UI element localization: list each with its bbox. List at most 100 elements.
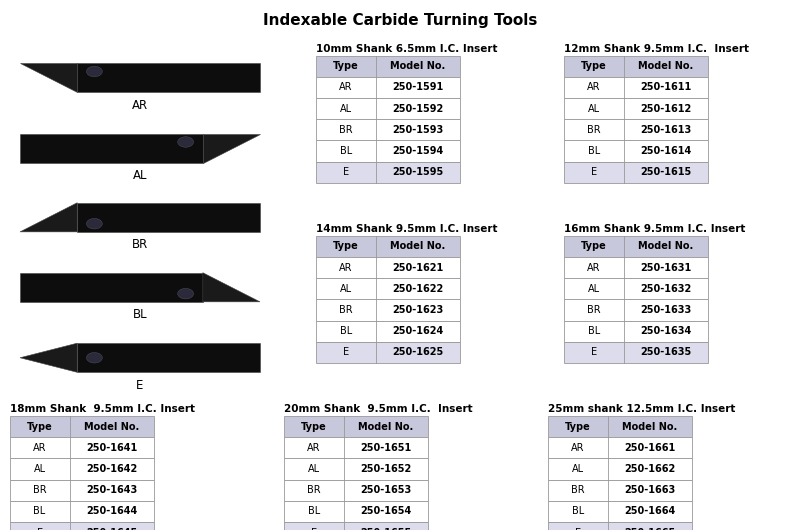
Bar bbox=[10, 501, 154, 522]
Polygon shape bbox=[20, 343, 77, 372]
Text: 250-1665: 250-1665 bbox=[624, 528, 676, 530]
Text: 250-1614: 250-1614 bbox=[640, 146, 692, 156]
Text: BR: BR bbox=[33, 485, 46, 495]
Text: 250-1625: 250-1625 bbox=[392, 348, 444, 357]
Bar bbox=[316, 278, 460, 299]
Bar bbox=[284, 480, 428, 501]
Text: AL: AL bbox=[340, 284, 352, 294]
Text: AR: AR bbox=[339, 83, 353, 92]
Bar bbox=[20, 134, 202, 163]
Text: Model No.: Model No. bbox=[622, 422, 678, 431]
Bar bbox=[548, 480, 692, 501]
Text: Type: Type bbox=[565, 422, 591, 431]
Bar bbox=[564, 162, 708, 183]
Bar bbox=[10, 437, 154, 458]
Bar bbox=[564, 299, 708, 321]
Bar bbox=[316, 56, 460, 77]
Text: 250-1653: 250-1653 bbox=[360, 485, 412, 495]
Text: 250-1593: 250-1593 bbox=[392, 125, 444, 135]
Bar bbox=[284, 522, 428, 530]
Text: AL: AL bbox=[34, 464, 46, 474]
Text: 250-1612: 250-1612 bbox=[640, 104, 692, 113]
Text: AR: AR bbox=[307, 443, 321, 453]
Text: 250-1651: 250-1651 bbox=[360, 443, 412, 453]
Text: 14mm Shank 9.5mm I.C. Insert: 14mm Shank 9.5mm I.C. Insert bbox=[316, 224, 498, 234]
Polygon shape bbox=[202, 272, 260, 302]
Text: 25mm shank 12.5mm I.C. Insert: 25mm shank 12.5mm I.C. Insert bbox=[548, 404, 735, 414]
Text: BR: BR bbox=[339, 125, 353, 135]
Bar bbox=[564, 56, 708, 77]
Text: E: E bbox=[591, 167, 597, 177]
Text: AL: AL bbox=[133, 170, 147, 182]
Text: Type: Type bbox=[333, 242, 359, 251]
Text: 18mm Shank  9.5mm I.C. Insert: 18mm Shank 9.5mm I.C. Insert bbox=[10, 404, 194, 414]
Text: 250-1611: 250-1611 bbox=[640, 83, 692, 92]
Bar bbox=[548, 437, 692, 458]
Text: BL: BL bbox=[308, 507, 320, 516]
Bar bbox=[548, 501, 692, 522]
Circle shape bbox=[86, 66, 102, 77]
Bar bbox=[284, 437, 428, 458]
Text: BL: BL bbox=[572, 507, 584, 516]
Text: Model No.: Model No. bbox=[84, 422, 139, 431]
Bar bbox=[20, 272, 202, 302]
Text: 250-1632: 250-1632 bbox=[640, 284, 692, 294]
Text: 250-1643: 250-1643 bbox=[86, 485, 138, 495]
Text: Model No.: Model No. bbox=[390, 61, 446, 71]
Bar bbox=[77, 202, 260, 232]
Text: 250-1635: 250-1635 bbox=[640, 348, 692, 357]
Bar bbox=[564, 321, 708, 342]
Bar bbox=[316, 119, 460, 140]
Text: AR: AR bbox=[571, 443, 585, 453]
Text: E: E bbox=[343, 348, 349, 357]
Bar bbox=[564, 98, 708, 119]
Text: 250-1613: 250-1613 bbox=[640, 125, 692, 135]
Text: BL: BL bbox=[34, 507, 46, 516]
Text: BR: BR bbox=[132, 238, 148, 251]
Text: Type: Type bbox=[581, 242, 607, 251]
Text: 250-1615: 250-1615 bbox=[640, 167, 692, 177]
Bar bbox=[548, 458, 692, 480]
Text: E: E bbox=[591, 348, 597, 357]
Bar bbox=[564, 278, 708, 299]
Circle shape bbox=[178, 137, 194, 147]
Bar bbox=[316, 77, 460, 98]
Text: E: E bbox=[343, 167, 349, 177]
Text: 250-1634: 250-1634 bbox=[640, 326, 692, 336]
Bar bbox=[316, 140, 460, 162]
Text: 250-1655: 250-1655 bbox=[360, 528, 412, 530]
Text: AR: AR bbox=[587, 83, 601, 92]
Text: BL: BL bbox=[340, 146, 352, 156]
Bar bbox=[77, 63, 260, 92]
Bar bbox=[316, 257, 460, 278]
Text: Type: Type bbox=[333, 61, 359, 71]
Text: 10mm Shank 6.5mm I.C. Insert: 10mm Shank 6.5mm I.C. Insert bbox=[316, 43, 498, 54]
Text: Type: Type bbox=[26, 422, 53, 431]
Bar bbox=[564, 236, 708, 257]
Text: BL: BL bbox=[588, 326, 600, 336]
Bar bbox=[316, 236, 460, 257]
Text: 250-1595: 250-1595 bbox=[392, 167, 444, 177]
Text: E: E bbox=[37, 528, 42, 530]
Text: AL: AL bbox=[588, 284, 600, 294]
Text: 16mm Shank 9.5mm I.C. Insert: 16mm Shank 9.5mm I.C. Insert bbox=[564, 224, 746, 234]
Text: BR: BR bbox=[307, 485, 321, 495]
Text: 250-1662: 250-1662 bbox=[624, 464, 676, 474]
Bar bbox=[316, 98, 460, 119]
Polygon shape bbox=[20, 203, 77, 232]
Circle shape bbox=[178, 288, 194, 299]
Bar bbox=[564, 77, 708, 98]
Text: 250-1654: 250-1654 bbox=[360, 507, 412, 516]
Text: 250-1641: 250-1641 bbox=[86, 443, 138, 453]
Bar bbox=[548, 522, 692, 530]
Bar bbox=[10, 458, 154, 480]
Text: 250-1645: 250-1645 bbox=[86, 528, 138, 530]
Bar bbox=[564, 140, 708, 162]
Bar bbox=[564, 119, 708, 140]
Bar bbox=[10, 480, 154, 501]
Text: Model No.: Model No. bbox=[638, 61, 694, 71]
Text: AL: AL bbox=[340, 104, 352, 113]
Text: Indexable Carbide Turning Tools: Indexable Carbide Turning Tools bbox=[263, 13, 537, 28]
Text: 250-1661: 250-1661 bbox=[624, 443, 676, 453]
Text: AR: AR bbox=[587, 263, 601, 272]
